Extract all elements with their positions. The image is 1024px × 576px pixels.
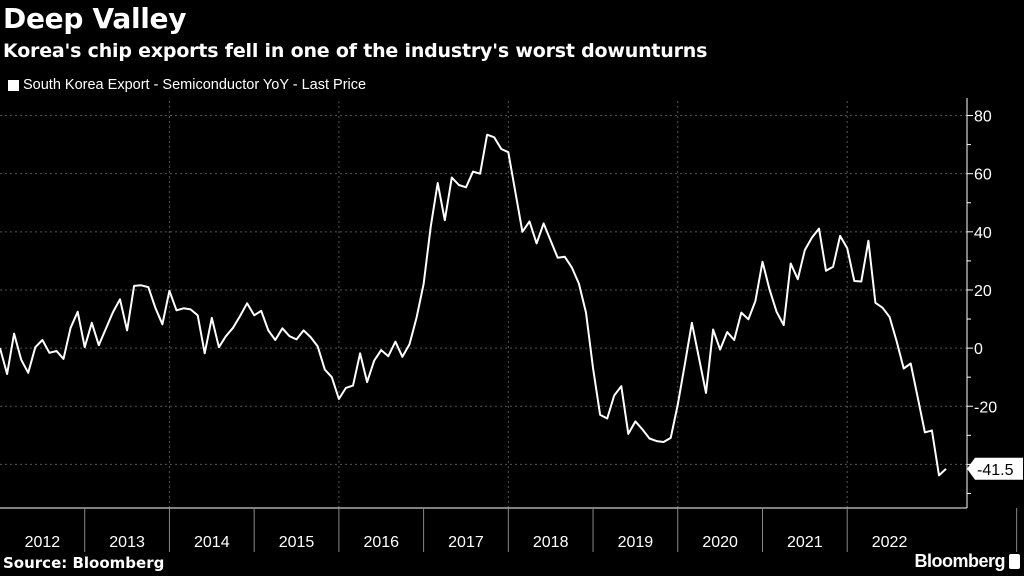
x-tick-label: 2013 <box>109 534 145 551</box>
y-tick-label: 0 <box>974 341 983 358</box>
legend: South Korea Export - Semiconductor YoY -… <box>8 77 366 93</box>
last-value-label: -41.5 <box>977 462 1014 479</box>
brand-logo: Bloomberg <box>914 551 1020 572</box>
y-tick-label: 60 <box>974 167 992 184</box>
legend-swatch <box>8 79 19 91</box>
x-tick-label: 2020 <box>702 534 738 551</box>
bloomberg-logo-icon <box>1009 554 1020 569</box>
y-tick-label: 80 <box>974 109 992 126</box>
x-tick-label: 2014 <box>194 534 230 551</box>
legend-label: South Korea Export - Semiconductor YoY -… <box>23 77 367 93</box>
x-tick-label: 2015 <box>279 534 315 551</box>
x-tick-label: 2021 <box>787 534 823 551</box>
x-tick-label: 2017 <box>448 534 484 551</box>
source-note: Source: Bloomberg <box>3 554 165 572</box>
x-tick-label: 2022 <box>872 534 908 551</box>
x-tick-label: 2018 <box>533 534 569 551</box>
y-tick-label: -20 <box>974 399 997 416</box>
y-tick-label: 40 <box>974 225 992 242</box>
series-line <box>0 133 947 477</box>
x-tick-label: 2012 <box>25 534 61 551</box>
brand-name: Bloomberg <box>914 551 1005 571</box>
chart-title: Deep Valley <box>3 2 187 35</box>
x-tick-label: 2016 <box>363 534 399 551</box>
chart-subtitle: Korea's chip exports fell in one of the … <box>3 40 708 62</box>
last-value-badge <box>967 457 1023 480</box>
y-tick-label: 20 <box>974 283 992 300</box>
x-tick-label: 2019 <box>618 534 654 551</box>
